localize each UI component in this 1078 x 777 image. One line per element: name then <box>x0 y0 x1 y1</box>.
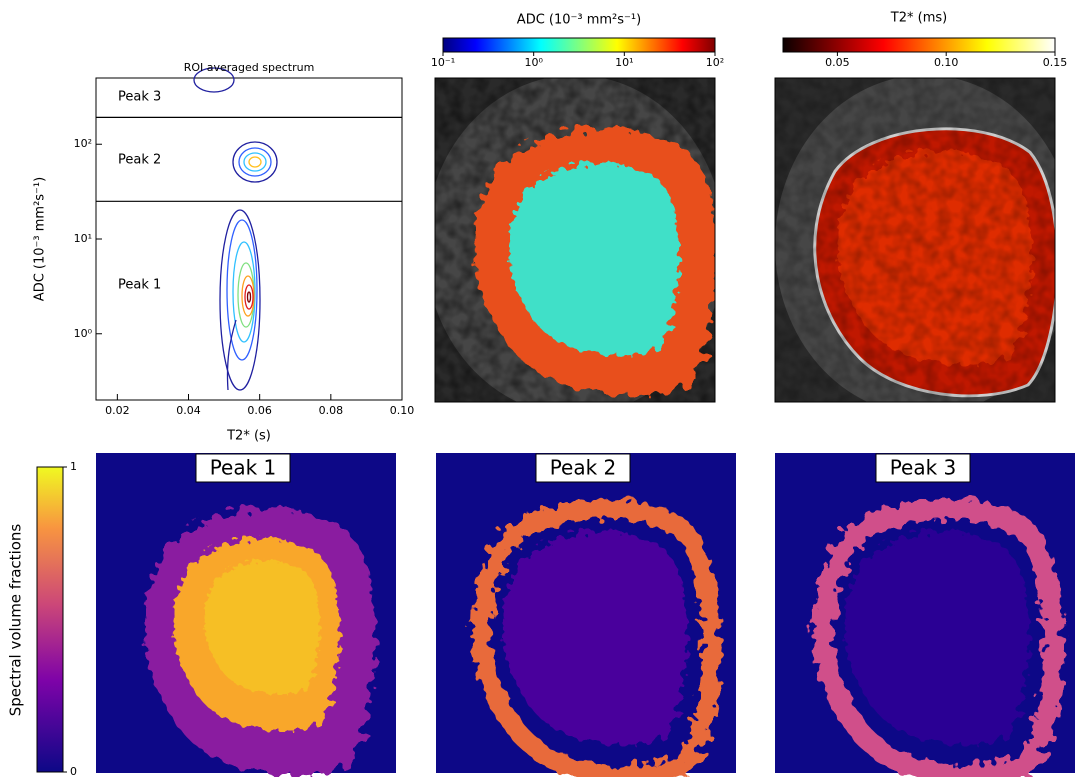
y-axis-label: ADC (10⁻³ mm²s⁻¹) <box>33 177 48 301</box>
colorbar-tick-label: 0.15 <box>1043 56 1068 69</box>
colorbar-tick-label: 0.05 <box>825 56 850 69</box>
x-axis-label: T2* (s) <box>226 429 271 444</box>
y-tick-label: 10¹ <box>74 232 92 245</box>
fraction-map <box>96 453 396 776</box>
fraction-map <box>436 453 736 776</box>
x-tick-label: 0.06 <box>247 404 272 417</box>
fraction-map <box>775 453 1075 776</box>
fraction-colorbar <box>37 467 63 772</box>
peak-label: Peak 1 <box>118 278 161 293</box>
x-tick-label: 0.10 <box>390 404 415 417</box>
colorbar-tick-label: 1 <box>70 460 77 473</box>
figure: ROI averaged spectrum T2* (s) ADC (10⁻³ … <box>0 0 1078 777</box>
colorbar-tick-label: 10⁰ <box>524 56 543 69</box>
colorbar-tick-label: 10⁻¹ <box>431 56 455 69</box>
fraction-colorbar-label: Spectral volume fractions <box>7 524 25 717</box>
adc-colorbar-label: ADC (10⁻³ mm²s⁻¹) <box>517 13 641 28</box>
colorbar-tick-label: 0.10 <box>934 56 959 69</box>
y-tick-label: 10² <box>74 137 92 150</box>
panel-title: Peak 3 <box>890 456 957 480</box>
adc-map <box>425 75 725 415</box>
t2-map <box>775 75 1075 415</box>
colorbar-tick-label: 0 <box>70 765 77 777</box>
x-tick-label: 0.08 <box>319 404 344 417</box>
t2-colorbar <box>783 38 1055 52</box>
panel-title: Peak 2 <box>550 456 617 480</box>
y-tick-label: 10⁰ <box>74 327 93 340</box>
colorbar-tick-label: 10¹ <box>615 56 633 69</box>
adc-colorbar <box>443 38 715 52</box>
colorbar-tick-label: 10² <box>706 56 724 69</box>
panel-title: Peak 1 <box>210 456 277 480</box>
peak-label: Peak 2 <box>118 153 161 168</box>
x-tick-label: 0.04 <box>176 404 201 417</box>
x-tick-label: 0.02 <box>105 404 130 417</box>
spectrum-title: ROI averaged spectrum <box>184 61 315 74</box>
t2-colorbar-label: T2* (ms) <box>890 11 947 26</box>
peak-label: Peak 3 <box>118 90 161 105</box>
